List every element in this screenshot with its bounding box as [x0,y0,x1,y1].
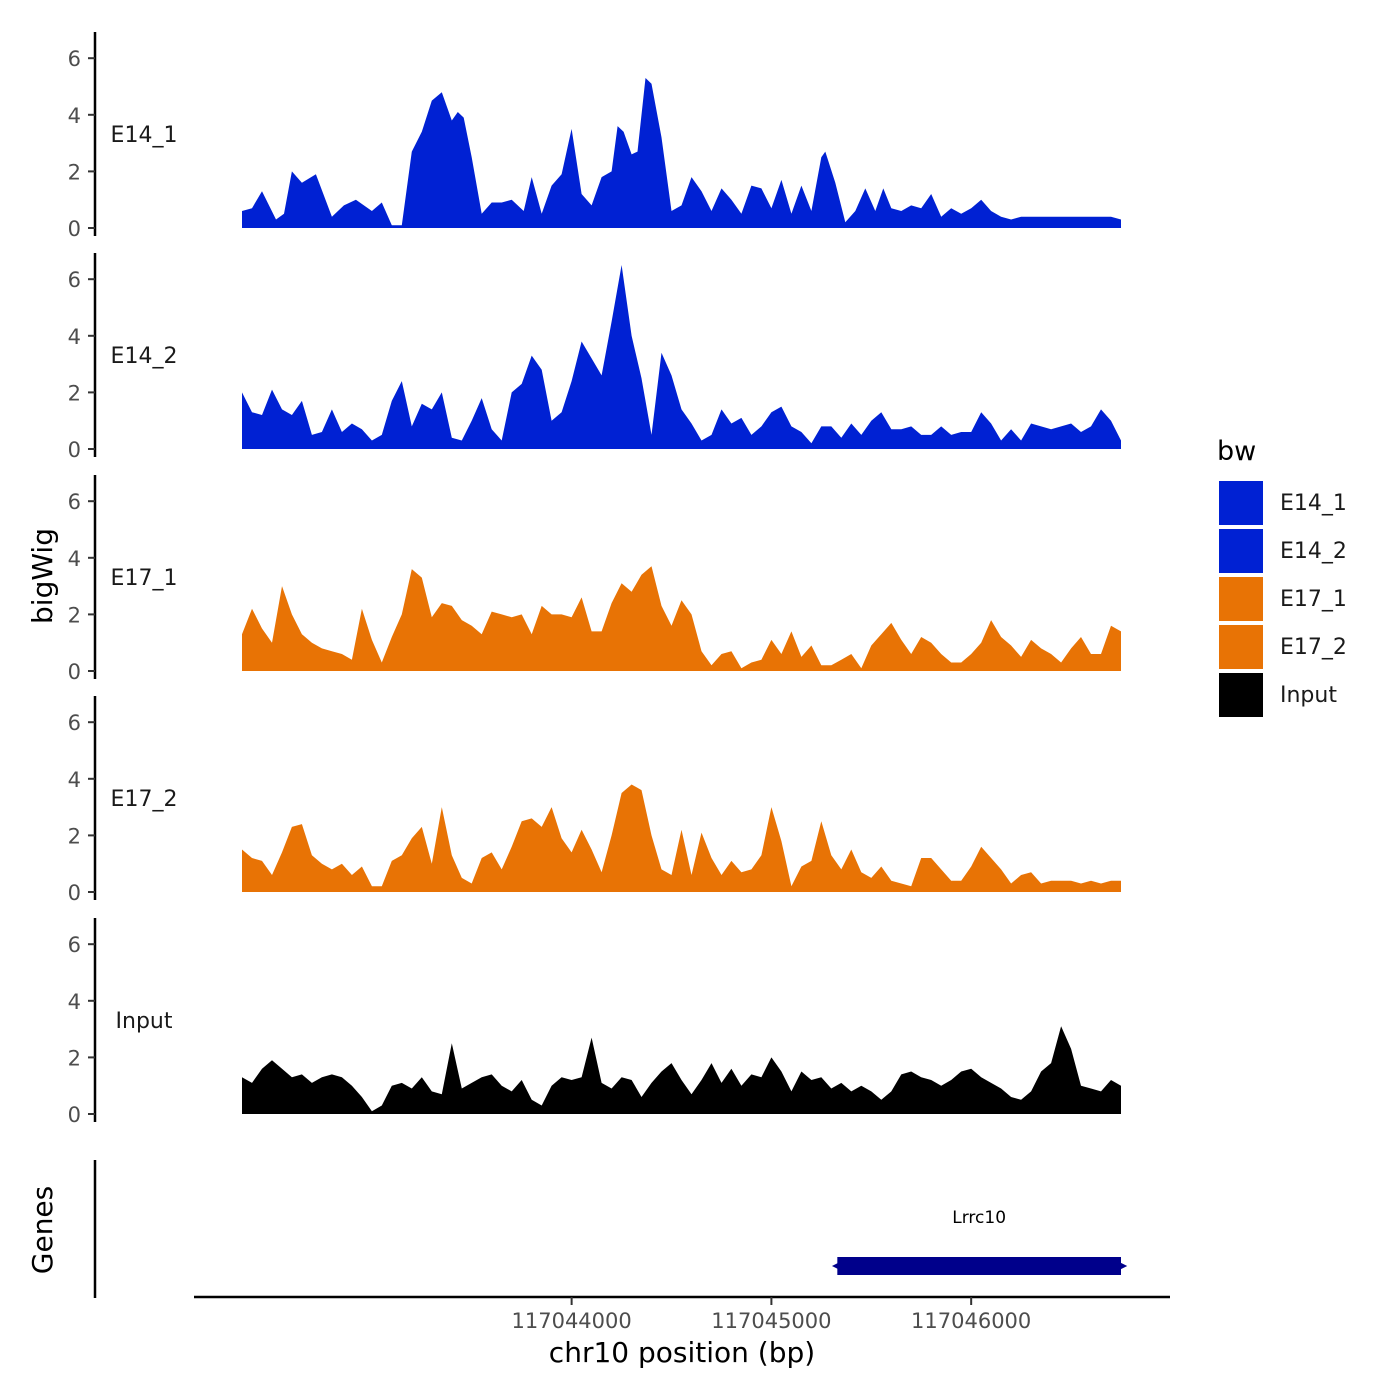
track-label-input: Input [116,1009,173,1034]
legend-label-input: Input [1280,683,1337,708]
legend-key-input [1217,671,1265,719]
x-tick-label: 117044000 [512,1309,632,1333]
y-tick-label: 2 [68,160,81,184]
coverage-area-e17_1 [242,566,1121,671]
gene-end-arrow [1116,1261,1128,1271]
genes-axis-title: Genes [26,1186,59,1274]
legend-key-e14_2 [1217,527,1265,575]
x-tick-label: 117045000 [711,1309,831,1333]
track-label-e14_2: E14_2 [111,344,178,369]
y-tick-label: 2 [68,603,81,627]
legend: bw E14_1 E14_2 E17_1 E17_2 Input [1217,436,1347,719]
y-tick-label: 6 [68,490,81,514]
x-axis: 117044000 117045000 117046000 [194,1295,1170,1333]
y-tick-label: 0 [68,1103,81,1127]
coverage-area-e14_1 [242,78,1121,228]
x-tick-label: 117046000 [911,1309,1031,1333]
genes-panel: Lrrc10 [93,1160,1128,1298]
y-tick-label: 0 [68,660,81,684]
gene-label-lrrc10: Lrrc10 [952,1208,1006,1228]
y-tick-label: 4 [68,104,81,128]
track-label-e17_2: E17_2 [111,787,178,812]
track-panel-e17_1: 0 2 4 6 E17_1 [68,475,1121,684]
x-axis-title: chr10 position (bp) [549,1336,815,1369]
coverage-area-input [242,1026,1121,1114]
y-tick-label: 4 [68,768,81,792]
legend-label-e14_1: E14_1 [1280,491,1347,516]
legend-key-e17_1 [1217,575,1265,623]
y-tick-label: 6 [68,933,81,957]
y-tick-label: 6 [68,711,81,735]
track-label-e17_1: E17_1 [111,566,178,591]
y-tick-label: 2 [68,381,81,405]
y-tick-label: 4 [68,325,81,349]
track-panel-input: 0 2 4 6 Input [68,918,1121,1127]
y-tick-label: 6 [68,47,81,71]
y-tick-label: 0 [68,438,81,462]
track-label-e14_1: E14_1 [111,123,178,148]
legend-label-e17_2: E17_2 [1280,635,1347,660]
tracks-layer: 0 2 4 6 E14_1 0 2 4 6 E14_2 0 2 4 6 E17_1 0 2 4 6 E17_2 0 2 4 6… [68,32,1121,1127]
y-tick-label: 6 [68,268,81,292]
legend-title: bw [1217,436,1256,467]
legend-label-e17_1: E17_1 [1280,587,1347,612]
coverage-area-e14_2 [242,265,1121,449]
y-tick-label: 0 [68,217,81,241]
gene-body-lrrc10 [837,1257,1121,1275]
y-axis-title: bigWig [26,528,59,624]
coverage-area-e17_2 [242,784,1121,892]
y-tick-label: 2 [68,824,81,848]
track-panel-e14_1: 0 2 4 6 E14_1 [68,32,1121,241]
legend-key-e17_2 [1217,623,1265,671]
legend-key-e14_1 [1217,479,1265,527]
y-tick-label: 2 [68,1046,81,1070]
track-panel-e14_2: 0 2 4 6 E14_2 [68,253,1121,462]
legend-label-e14_2: E14_2 [1280,539,1347,564]
gene-strand-arrow [831,1258,848,1274]
y-tick-label: 4 [68,547,81,571]
track-panel-e17_2: 0 2 4 6 E17_2 [68,696,1121,905]
y-tick-label: 0 [68,881,81,905]
y-tick-label: 4 [68,990,81,1014]
